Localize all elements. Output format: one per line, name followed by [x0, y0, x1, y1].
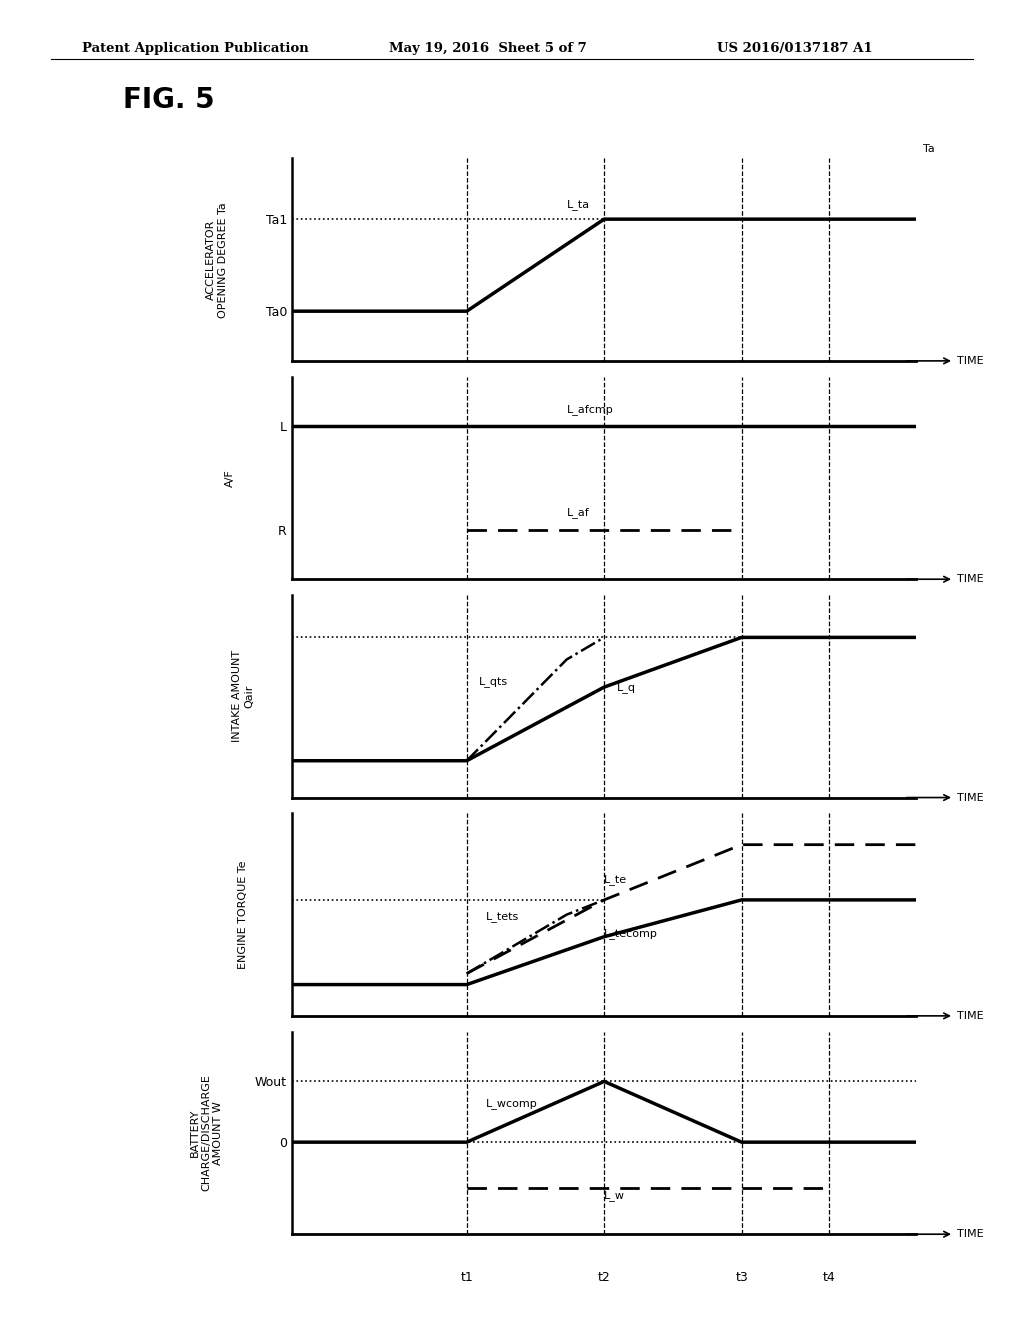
Text: t1: t1: [461, 1271, 473, 1283]
Text: TIME: TIME: [957, 792, 984, 803]
Text: L_ta: L_ta: [566, 199, 590, 210]
Text: L_tecomp: L_tecomp: [604, 928, 658, 939]
Text: t4: t4: [822, 1271, 836, 1283]
Text: Patent Application Publication: Patent Application Publication: [82, 42, 308, 55]
Text: L_af: L_af: [566, 508, 590, 519]
Text: L_qts: L_qts: [479, 676, 508, 688]
Y-axis label: ENGINE TORQUE Te: ENGINE TORQUE Te: [239, 861, 248, 969]
Text: May 19, 2016  Sheet 5 of 7: May 19, 2016 Sheet 5 of 7: [389, 42, 587, 55]
Text: L_wcomp: L_wcomp: [485, 1098, 538, 1109]
Text: FIG. 5: FIG. 5: [123, 86, 214, 114]
Text: Ta: Ta: [923, 144, 935, 154]
Text: L_q: L_q: [616, 681, 636, 693]
Text: TIME: TIME: [957, 1011, 984, 1020]
Text: TIME: TIME: [957, 356, 984, 366]
Text: L_w: L_w: [604, 1191, 626, 1201]
Text: L_tets: L_tets: [485, 911, 519, 921]
Y-axis label: ACCELERATOR
OPENING DEGREE Ta: ACCELERATOR OPENING DEGREE Ta: [206, 202, 227, 318]
Text: L_afcmp: L_afcmp: [566, 404, 613, 416]
Y-axis label: A/F: A/F: [224, 469, 234, 487]
Text: US 2016/0137187 A1: US 2016/0137187 A1: [717, 42, 872, 55]
Text: t3: t3: [735, 1271, 748, 1283]
Text: TIME: TIME: [957, 1229, 984, 1239]
Y-axis label: INTAKE AMOUNT
Qair: INTAKE AMOUNT Qair: [232, 651, 254, 742]
Y-axis label: BATTERY
CHARGE/DISCHARGE
AMOUNT W: BATTERY CHARGE/DISCHARGE AMOUNT W: [189, 1074, 223, 1192]
Text: t2: t2: [598, 1271, 610, 1283]
Text: TIME: TIME: [957, 574, 984, 585]
Text: L_te: L_te: [604, 874, 628, 886]
